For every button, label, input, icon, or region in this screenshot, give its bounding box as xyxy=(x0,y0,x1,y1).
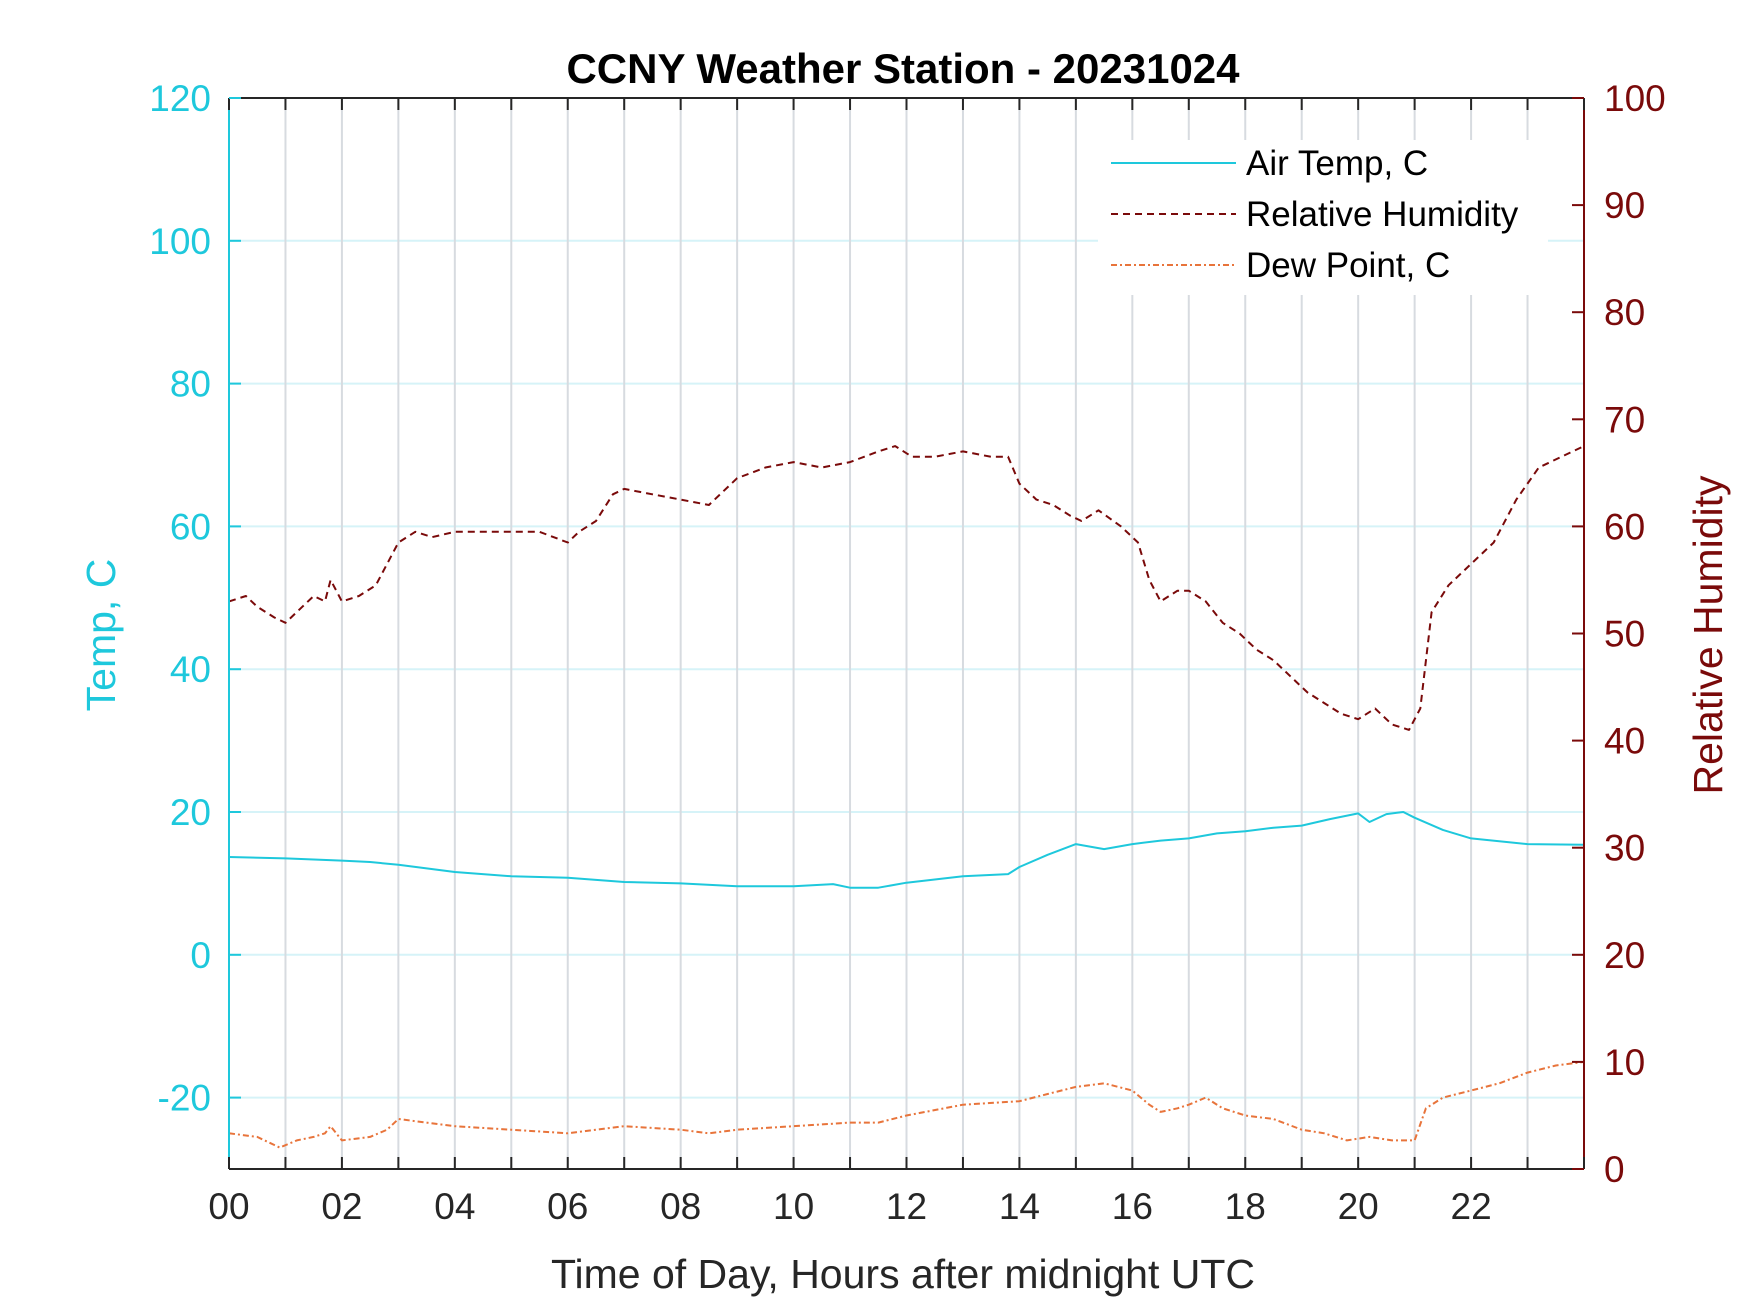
legend-label-1: Relative Humidity xyxy=(1246,195,1519,234)
x-tick-label: 14 xyxy=(999,1186,1040,1227)
y-left-tick-label: 100 xyxy=(149,221,211,262)
y-right-tick-label: 0 xyxy=(1604,1149,1625,1190)
x-axis-label: Time of Day, Hours after midnight UTC xyxy=(551,1251,1255,1297)
series-group xyxy=(228,445,1585,1149)
y-left-tick-label: 20 xyxy=(170,792,211,833)
y-left-tick-label: 80 xyxy=(170,364,211,405)
series-line-0 xyxy=(228,811,1585,889)
y-axis-right-label: Relative Humidity xyxy=(1685,475,1731,794)
y-left-tick-label: 120 xyxy=(149,78,211,119)
tick-labels: 00 02 04 06 08 10 12 14 16 18 20 22-200204060801001… xyxy=(149,78,1665,1227)
y-left-tick-label: -20 xyxy=(158,1078,211,1119)
series-line-1 xyxy=(228,445,1585,731)
x-tick-label: 18 xyxy=(1225,1186,1266,1227)
y-right-tick-label: 30 xyxy=(1604,828,1645,869)
series-line-2 xyxy=(228,1060,1585,1149)
grid xyxy=(229,97,1584,1169)
y-right-tick-label: 40 xyxy=(1604,721,1645,762)
x-tick-label: 04 xyxy=(434,1186,475,1227)
legend: Air Temp, C Relative Humidity Dew Point, C xyxy=(1098,140,1548,295)
y-right-tick-label: 10 xyxy=(1604,1042,1645,1083)
y-right-tick-label: 60 xyxy=(1604,506,1645,547)
x-tick-label: 08 xyxy=(660,1186,701,1227)
legend-label-2: Dew Point, C xyxy=(1246,246,1450,285)
y-right-tick-label: 70 xyxy=(1604,399,1645,440)
y-left-tick-label: 0 xyxy=(190,935,211,976)
x-tick-label: 10 xyxy=(773,1186,814,1227)
x-tick-label: 12 xyxy=(886,1186,927,1227)
x-tick-label: 02 xyxy=(321,1186,362,1227)
x-tick-label: 00 xyxy=(208,1186,249,1227)
y-right-tick-label: 100 xyxy=(1604,78,1666,119)
x-tick-label: 22 xyxy=(1451,1186,1492,1227)
x-tick-label: 16 xyxy=(1112,1186,1153,1227)
y-right-tick-label: 20 xyxy=(1604,935,1645,976)
y-left-tick-label: 40 xyxy=(170,649,211,690)
axes xyxy=(228,97,1585,1170)
y-right-tick-label: 90 xyxy=(1604,185,1645,226)
y-left-tick-label: 60 xyxy=(170,506,211,547)
x-tick-label: 06 xyxy=(547,1186,588,1227)
y-right-tick-label: 80 xyxy=(1604,292,1645,333)
legend-label-0: Air Temp, C xyxy=(1246,144,1428,183)
legend-background xyxy=(1098,140,1548,295)
chart-title: CCNY Weather Station - 20231024 xyxy=(566,45,1240,92)
y-axis-left-label: Temp, C xyxy=(78,559,124,712)
y-right-tick-label: 50 xyxy=(1604,614,1645,655)
x-tick-label: 20 xyxy=(1338,1186,1379,1227)
